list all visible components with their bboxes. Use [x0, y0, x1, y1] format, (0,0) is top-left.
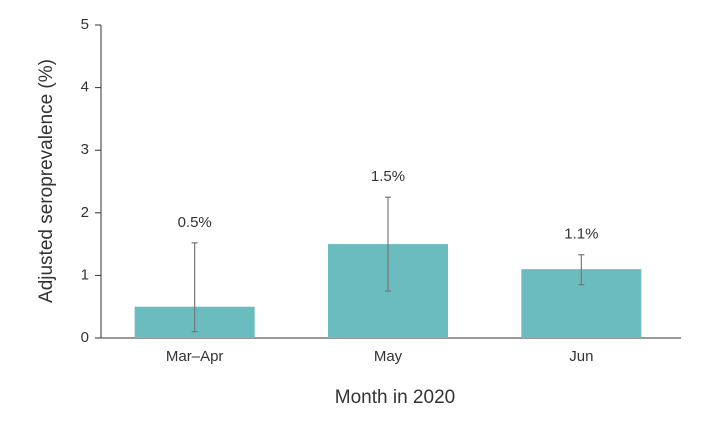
y-tick-label: 4: [81, 79, 89, 96]
y-tick-label: 1: [81, 266, 89, 283]
x-tick-label: May: [374, 348, 403, 365]
y-axis-title: Adjusted seroprevalence (%): [36, 59, 57, 303]
y-tick-label: 5: [81, 16, 89, 33]
value-label: 0.5%: [178, 214, 212, 231]
y-tick-label: 0: [81, 329, 89, 346]
x-axis-title: Month in 2020: [335, 387, 455, 408]
value-label: 1.1%: [564, 226, 598, 243]
x-tick-label: Mar–Apr: [166, 348, 224, 365]
value-label: 1.5%: [371, 168, 405, 185]
y-tick-label: 2: [81, 204, 89, 221]
x-tick-label: Jun: [569, 348, 593, 365]
y-tick-label: 3: [81, 141, 89, 158]
